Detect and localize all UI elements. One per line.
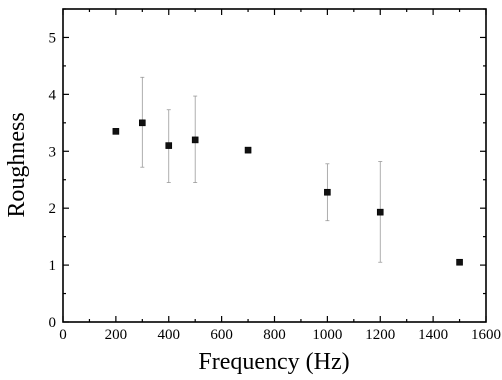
data-point — [165, 142, 173, 149]
y-tick-label: 4 — [49, 87, 57, 103]
x-tick-label: 800 — [263, 327, 286, 343]
y-tick-label: 2 — [49, 201, 57, 217]
y-tick-label: 5 — [49, 30, 57, 46]
x-tick-label: 0 — [59, 327, 67, 343]
y-tick-label: 1 — [49, 258, 57, 274]
x-tick-label: 1000 — [312, 327, 342, 343]
axis-ticks: 0 200 400 600 800 1000 1200 1400 1600 0 1 2 3 4 5 — [49, 8, 501, 343]
plot-frame — [62, 8, 487, 323]
y-tick-label: 3 — [49, 144, 57, 160]
x-tick-label: 1400 — [418, 327, 448, 343]
x-tick-label: 1600 — [471, 327, 501, 343]
data-point — [244, 146, 252, 154]
data-points — [112, 119, 463, 266]
data-point — [139, 119, 146, 127]
x-axis-label: Frequency (Hz) — [198, 349, 349, 375]
data-point — [112, 128, 120, 135]
y-tick-label: 0 — [49, 315, 57, 331]
y-axis-label: Roughness — [4, 112, 30, 217]
data-point — [324, 188, 331, 196]
data-point — [456, 258, 463, 266]
x-tick-label: 1200 — [365, 327, 395, 343]
data-point — [191, 136, 199, 144]
x-tick-label: 400 — [158, 327, 181, 343]
error-bars — [140, 76, 383, 263]
x-tick-label: 600 — [210, 327, 233, 343]
data-point — [376, 208, 384, 216]
x-tick-label: 200 — [105, 327, 128, 343]
